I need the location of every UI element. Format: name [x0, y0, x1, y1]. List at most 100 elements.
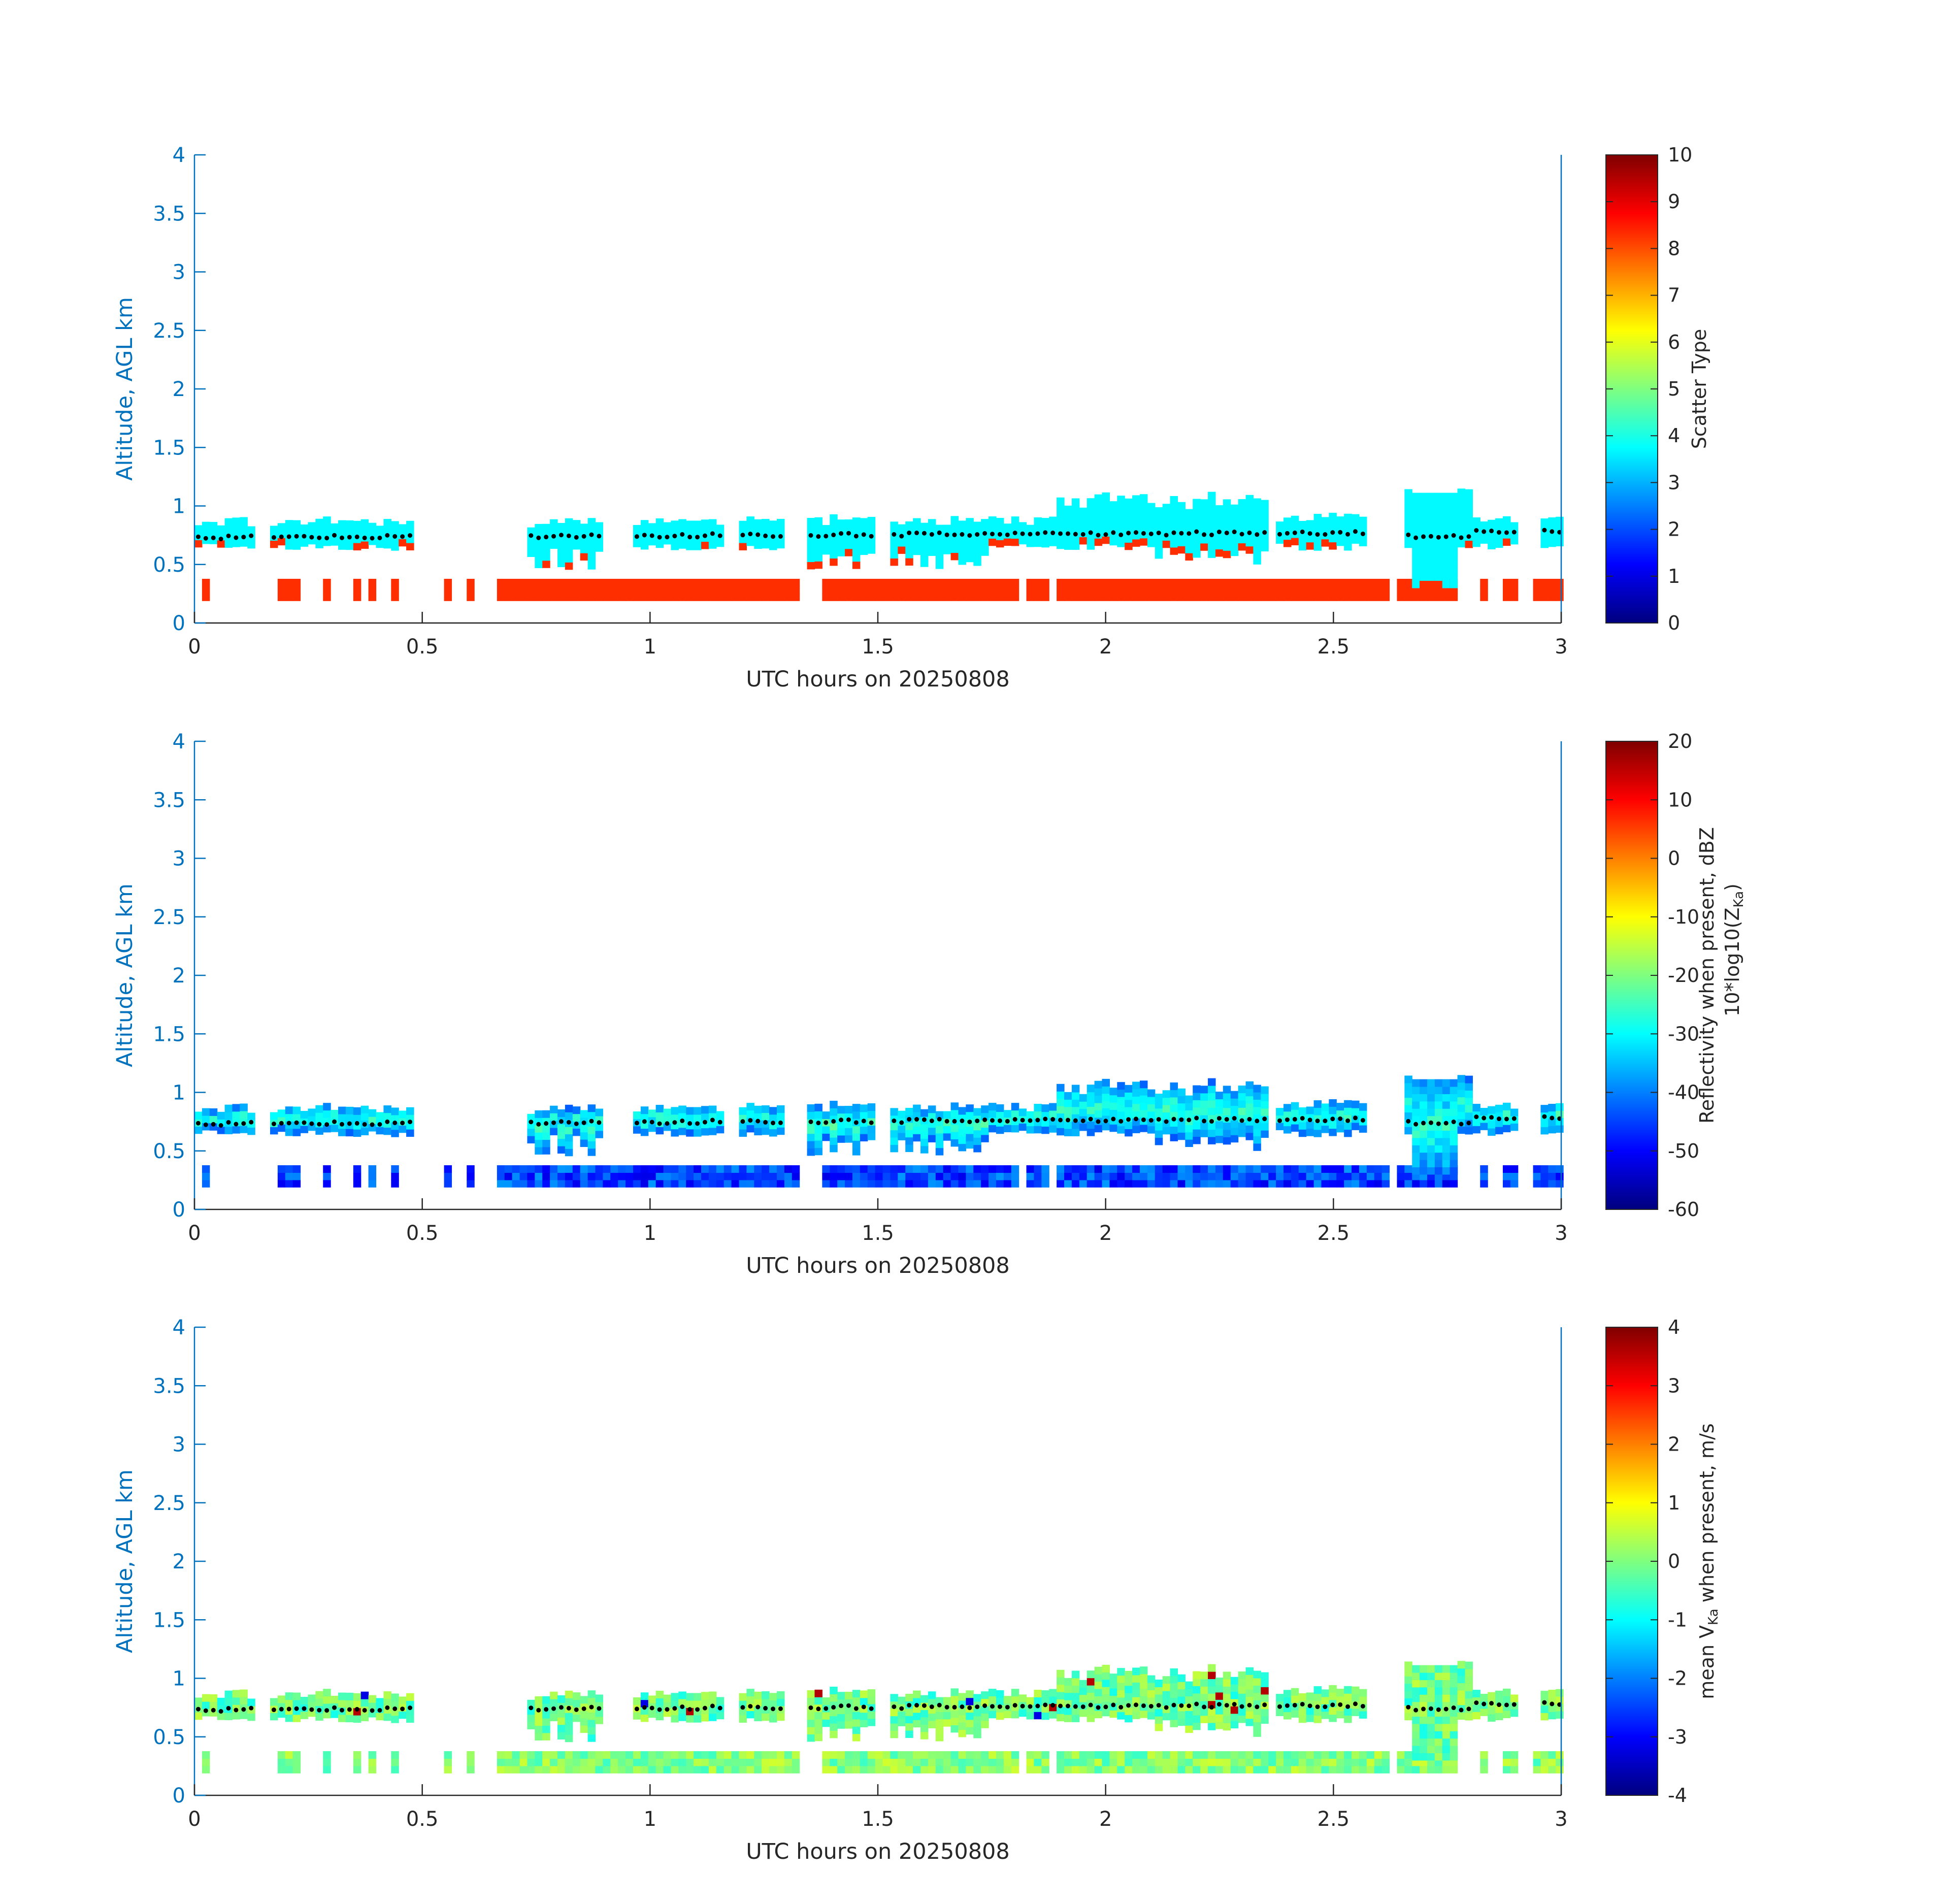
heatmap-cell: [535, 1110, 543, 1118]
heatmap-cell: [1253, 593, 1261, 601]
heatmap-cell: [1079, 593, 1088, 601]
heatmap-cell: [1268, 1165, 1276, 1173]
heatmap-cell: [1238, 1715, 1246, 1723]
heatmap-cell: [1457, 1097, 1466, 1105]
heatmap-cell: [1510, 1179, 1519, 1188]
heatmap-cell: [535, 1139, 543, 1147]
heatmap-cell: [716, 1126, 725, 1134]
heatmap-cell: [323, 1110, 331, 1118]
heatmap-cell: [519, 593, 528, 601]
heatmap-cell: [943, 1133, 951, 1141]
heatmap-cell: [762, 586, 770, 594]
heatmap-cell: [890, 1716, 898, 1724]
heatmap-cell: [1177, 1110, 1186, 1119]
layer-marker: [279, 534, 284, 539]
layer-marker: [332, 1705, 337, 1710]
heatmap-cell: [776, 541, 785, 549]
heatmap-cell: [678, 1698, 686, 1706]
heatmap-cell: [353, 1693, 361, 1701]
colorbar-tick-label: 4: [1668, 424, 1680, 447]
heatmap-cell: [905, 1137, 913, 1145]
heatmap-cell: [194, 1697, 203, 1705]
heatmap-cell: [1200, 1679, 1208, 1687]
layer-marker: [1216, 1116, 1222, 1121]
heatmap-cell: [1480, 593, 1488, 601]
heatmap-cell: [1359, 578, 1367, 586]
heatmap-cells: [194, 1661, 1564, 1774]
heatmap-cell: [845, 541, 853, 549]
heatmap-cell: [1102, 521, 1110, 530]
heatmap-cell: [1109, 1179, 1117, 1188]
x-tick-label: 1: [644, 1222, 656, 1245]
heatmap-cell: [1427, 1746, 1435, 1754]
heatmap-cell: [671, 1700, 679, 1708]
heatmap-cell: [640, 578, 649, 586]
heatmap-cell: [958, 1729, 966, 1737]
heatmap-cell: [1200, 514, 1208, 522]
heatmap-cell: [232, 524, 240, 533]
heatmap-cell: [1352, 578, 1360, 586]
layer-marker: [892, 1704, 897, 1709]
heatmap-cell: [595, 1108, 603, 1117]
heatmap-cell: [1162, 1765, 1171, 1774]
heatmap-cell: [232, 1111, 240, 1119]
heatmap-cell: [1155, 1123, 1163, 1131]
heatmap-cell: [1102, 1664, 1110, 1672]
heatmap-cell: [1352, 1172, 1360, 1180]
heatmap-cell: [950, 593, 959, 601]
heatmap-cell: [1071, 1106, 1080, 1114]
heatmap-cell: [701, 578, 709, 586]
heatmap-cell: [1177, 1765, 1186, 1774]
layer-marker: [990, 532, 995, 537]
heatmap-cell: [285, 542, 293, 550]
heatmap-cell: [572, 527, 581, 535]
heatmap-cell: [708, 541, 717, 549]
layer-marker: [1126, 1117, 1131, 1122]
heatmap-cell: [792, 593, 800, 601]
heatmap-cell: [776, 1127, 785, 1135]
heatmap-cell: [943, 1165, 951, 1173]
layer-marker: [1497, 530, 1502, 535]
heatmap-cell: [1125, 578, 1133, 586]
layer-marker: [649, 1705, 654, 1711]
heatmap-cell: [678, 519, 686, 527]
layer-marker: [1353, 1701, 1358, 1706]
layer-marker: [1353, 1115, 1358, 1121]
heatmap-cell: [1434, 1765, 1443, 1774]
heatmap-cell: [913, 1165, 921, 1173]
heatmap-cell: [1427, 566, 1435, 574]
heatmap-cell: [958, 1708, 966, 1716]
layer-marker: [1436, 535, 1441, 540]
heatmap-cell: [1049, 1125, 1057, 1133]
heatmap-cell: [542, 538, 550, 546]
heatmap-cell: [232, 1690, 240, 1698]
heatmap-cell: [686, 1758, 694, 1766]
heatmap-cell: [807, 1111, 815, 1120]
heatmap-cell: [1472, 1712, 1480, 1720]
heatmap-cell: [678, 586, 686, 594]
heatmap-cell: [762, 1112, 770, 1121]
heatmap-cell: [1313, 586, 1322, 594]
heatmap-cell: [989, 523, 997, 532]
heatmap-cell: [807, 1690, 815, 1698]
heatmap-cell: [708, 578, 717, 586]
heatmap-cell: [1412, 1108, 1420, 1117]
heatmap-cell: [1102, 593, 1110, 601]
heatmap-cell: [1177, 1132, 1186, 1140]
heatmap-cell: [981, 593, 989, 601]
heatmap-cell: [1450, 514, 1458, 522]
heatmap-cell: [550, 527, 558, 535]
heatmap-cell: [913, 547, 921, 555]
layer-marker: [702, 1705, 707, 1711]
heatmap-cell: [701, 527, 709, 535]
heatmap-cell: [1132, 1751, 1140, 1759]
heatmap-cell: [852, 539, 861, 547]
heatmap-cell: [444, 1765, 452, 1774]
heatmap-cell: [565, 1758, 573, 1766]
heatmap-cell: [1071, 578, 1080, 586]
heatmap-cell: [1109, 1751, 1117, 1759]
heatmap-cell: [1540, 578, 1549, 586]
heatmap-cell: [731, 1758, 740, 1766]
heatmap-cell: [1155, 1165, 1163, 1173]
heatmap-cell: [1071, 1099, 1080, 1107]
